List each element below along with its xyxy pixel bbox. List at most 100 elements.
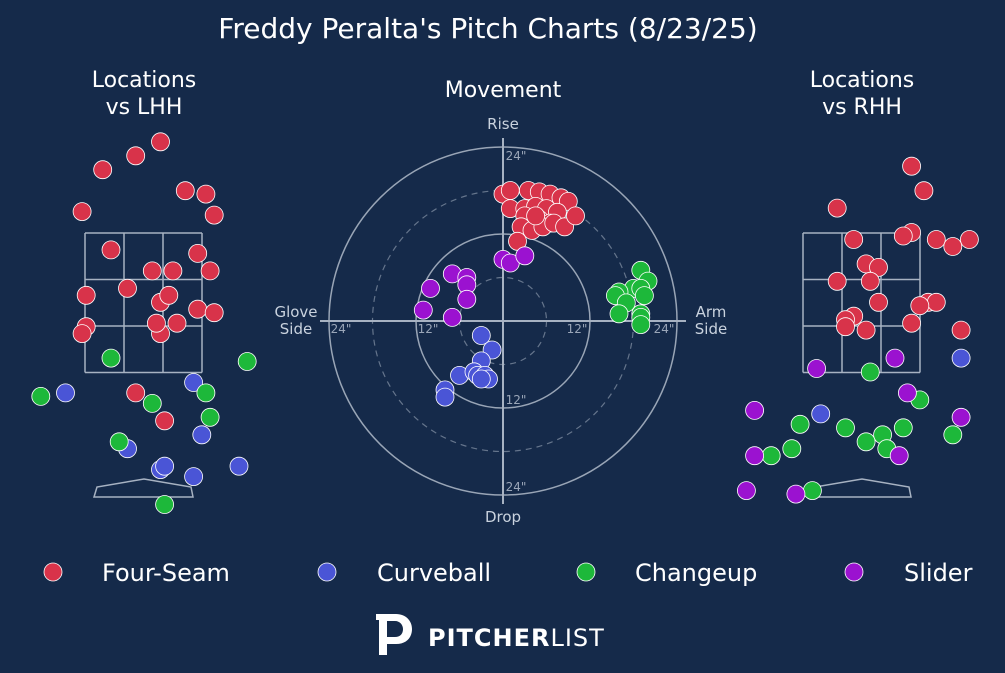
legend-label-curveball: Curveball: [377, 559, 491, 587]
legend-marker-curveball: [317, 562, 337, 582]
rhh-point-slider: [786, 484, 806, 504]
svg-text:PITCHERLIST: PITCHERLIST: [428, 624, 605, 652]
lhh-point-changeup: [31, 386, 51, 406]
rhh-point-changeup: [761, 446, 781, 466]
rhh-point-changeup: [803, 481, 822, 501]
rhh-point-four-seam: [910, 296, 930, 316]
rhh-point-changeup: [856, 432, 876, 452]
lhh-point-four-seam: [188, 299, 208, 319]
lhh-point-four-seam: [163, 261, 183, 281]
ring-label-bottom-12: 12": [506, 393, 527, 407]
lhh-point-four-seam: [196, 184, 216, 204]
lhh-title-line-2: vs LHH: [106, 95, 183, 120]
rhh-point-four-seam: [827, 198, 847, 218]
movement-point-four-seam: [526, 206, 545, 226]
rhh-point-four-seam: [926, 292, 946, 312]
rhh-point-slider: [885, 348, 905, 368]
rhh-title-line-2: vs RHH: [822, 95, 902, 120]
axis-label-arm-side-line-2: Side: [695, 320, 727, 338]
lhh-point-curveball: [56, 383, 75, 403]
ring-label-bottom-24: 24": [506, 480, 527, 494]
lhh-point-four-seam: [126, 146, 146, 166]
lhh-point-curveball: [192, 425, 212, 445]
lhh-point-four-seam: [151, 132, 170, 152]
rhh-point-four-seam: [836, 317, 855, 337]
lhh-point-four-seam: [126, 383, 146, 403]
rhh-point-four-seam: [943, 237, 963, 256]
rhh-point-four-seam: [869, 292, 888, 312]
lhh-point-four-seam: [167, 313, 187, 333]
rhh-point-slider: [737, 481, 756, 501]
lhh-point-four-seam: [159, 285, 179, 305]
logo-word-light: LIST: [550, 624, 604, 652]
lhh-point-four-seam: [142, 261, 162, 281]
legend: Four-Seam Curveball Changeup Slider: [43, 559, 973, 587]
lhh-point-changeup: [109, 432, 129, 452]
figure-title: Freddy Peralta's Pitch Charts (8/23/25): [218, 12, 757, 45]
lhh-point-changeup: [101, 348, 121, 368]
movement-point-slider: [457, 289, 477, 309]
axis-label-drop: Drop: [485, 508, 521, 526]
lhh-point-changeup: [142, 393, 162, 413]
lhh-point-four-seam: [118, 278, 137, 298]
axis-label-glove-side-line-2: Side: [280, 320, 312, 338]
locations-vs-lhh-panel: Locations vs LHH: [31, 68, 257, 514]
rhh-point-four-seam: [844, 230, 864, 249]
movement-point-slider: [442, 307, 462, 327]
rhh-point-slider: [889, 446, 909, 466]
rhh-point-four-seam: [902, 313, 921, 333]
rhh-point-changeup: [893, 418, 913, 438]
movement-point-curveball: [471, 326, 491, 345]
lhh-point-four-seam: [101, 240, 121, 260]
movement-point-slider: [421, 278, 440, 298]
movement-pitch-points: [413, 181, 658, 407]
movement-title: Movement: [445, 78, 562, 103]
movement-point-changeup: [609, 304, 629, 324]
lhh-point-changeup: [237, 352, 257, 371]
lhh-point-curveball: [184, 467, 204, 487]
rhh-point-changeup: [836, 418, 855, 438]
movement-ring-labels: 24" 24" 12" 12" 24" 12" 24": [331, 149, 675, 494]
rhh-point-slider: [951, 407, 971, 427]
lhh-point-four-seam: [72, 324, 92, 344]
legend-marker-changeup: [576, 562, 596, 582]
locations-vs-rhh-panel: Locations vs RHH: [737, 68, 979, 504]
lhh-title-line-1: Locations: [92, 68, 197, 93]
ring-label-right-24: 24": [654, 322, 675, 336]
movement-point-slider: [515, 246, 535, 266]
movement-point-four-seam: [566, 206, 585, 226]
axis-label-arm-side-line-1: Arm: [696, 303, 727, 321]
logo-word-bold: PITCHER: [428, 624, 550, 652]
rhh-point-changeup: [943, 425, 963, 445]
rhh-point-four-seam: [856, 320, 876, 340]
rhh-point-curveball: [811, 404, 831, 424]
lhh-point-four-seam: [175, 181, 195, 201]
lhh-point-four-seam: [188, 243, 208, 263]
rhh-point-slider: [807, 359, 826, 378]
rhh-point-four-seam: [860, 271, 880, 291]
legend-label-slider: Slider: [904, 559, 973, 587]
movement-point-curveball: [471, 369, 491, 389]
lhh-point-four-seam: [200, 261, 220, 281]
lhh-point-four-seam: [204, 303, 224, 323]
lhh-home-plate: [92, 478, 194, 498]
rhh-point-slider: [745, 446, 764, 466]
rhh-point-four-seam: [914, 181, 934, 201]
legend-label-changeup: Changeup: [635, 559, 757, 587]
lhh-point-four-seam: [204, 205, 224, 225]
axis-label-rise: Rise: [487, 115, 519, 133]
rhh-point-curveball: [951, 348, 971, 368]
lhh-point-changeup: [155, 495, 175, 514]
rhh-point-four-seam: [926, 230, 946, 249]
movement-point-changeup: [635, 286, 654, 306]
rhh-pitch-points: [737, 156, 979, 504]
rhh-point-slider: [745, 400, 764, 420]
ring-label-right-12: 12": [567, 322, 588, 336]
movement-point-four-seam: [500, 181, 520, 200]
lhh-point-four-seam: [76, 285, 96, 305]
legend-marker-slider: [844, 562, 864, 582]
axis-label-glove-side-line-1: Glove: [274, 303, 317, 321]
movement-point-changeup: [631, 315, 651, 335]
rhh-title-line-1: Locations: [810, 68, 915, 93]
